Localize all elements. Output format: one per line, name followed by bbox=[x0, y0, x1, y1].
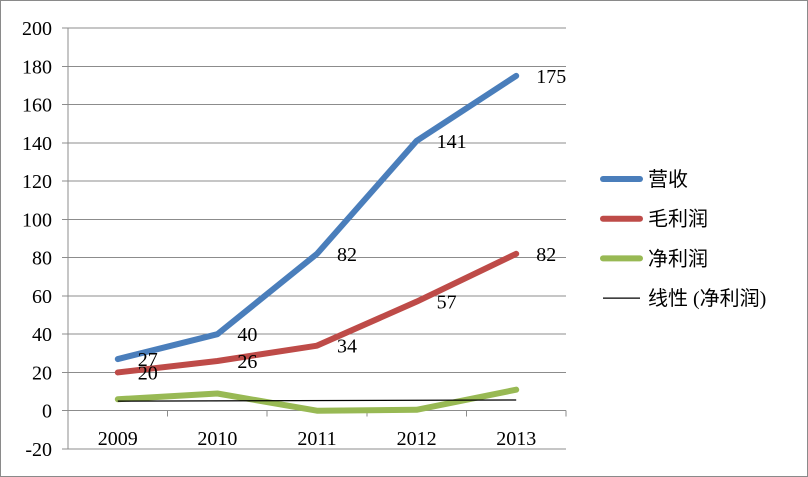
y-tick-label: 20 bbox=[32, 362, 52, 384]
legend-item: 线性 (净利润) bbox=[603, 287, 766, 310]
y-tick-label: 180 bbox=[22, 56, 52, 78]
legend-item: 净利润 bbox=[600, 247, 708, 270]
legend-item: 营收 bbox=[600, 168, 688, 191]
legend-label: 毛利润 bbox=[648, 208, 708, 231]
trendline bbox=[117, 399, 517, 402]
y-tick-label: 80 bbox=[32, 248, 52, 270]
data-label: 175 bbox=[536, 66, 566, 88]
y-tick-label: 140 bbox=[22, 133, 52, 155]
legend-label: 线性 (净利润) bbox=[648, 287, 766, 310]
data-label: 40 bbox=[237, 324, 257, 346]
series-line-2 bbox=[114, 250, 520, 376]
x-tick-label: 2012 bbox=[397, 428, 437, 450]
data-label: 82 bbox=[536, 244, 556, 266]
x-tick-label: 2010 bbox=[197, 428, 237, 450]
data-label: 26 bbox=[237, 351, 257, 373]
series-group bbox=[114, 72, 520, 414]
legend-item: 毛利润 bbox=[600, 208, 708, 231]
x-tick-label: 2009 bbox=[98, 428, 138, 450]
legend-label: 营收 bbox=[648, 168, 688, 191]
x-tick-label: 2011 bbox=[297, 428, 336, 450]
data-label: 82 bbox=[337, 244, 357, 266]
y-tick-label: 60 bbox=[32, 286, 52, 308]
series-line-1 bbox=[114, 72, 520, 363]
data-label: 34 bbox=[337, 336, 357, 358]
x-tick-label: 2013 bbox=[496, 428, 536, 450]
y-tick-label: 0 bbox=[42, 401, 52, 423]
legend-label: 净利润 bbox=[648, 247, 708, 270]
data-label: 57 bbox=[437, 292, 457, 314]
data-label: 27 bbox=[138, 349, 158, 371]
y-tick-label: 120 bbox=[22, 171, 52, 193]
y-tick-label: -20 bbox=[25, 439, 52, 461]
data-label: 141 bbox=[437, 131, 467, 153]
y-tick-label: 160 bbox=[22, 95, 52, 117]
gridlines bbox=[68, 27, 566, 450]
y-tick-label: 100 bbox=[22, 209, 52, 231]
series-line-3 bbox=[114, 386, 520, 414]
y-tick-label: 200 bbox=[22, 18, 52, 40]
y-tick-label: 40 bbox=[32, 324, 52, 346]
data-labels: 27 40 82 141 175 20 26 34 57 82 bbox=[138, 66, 566, 385]
data-label: 20 bbox=[138, 362, 158, 384]
